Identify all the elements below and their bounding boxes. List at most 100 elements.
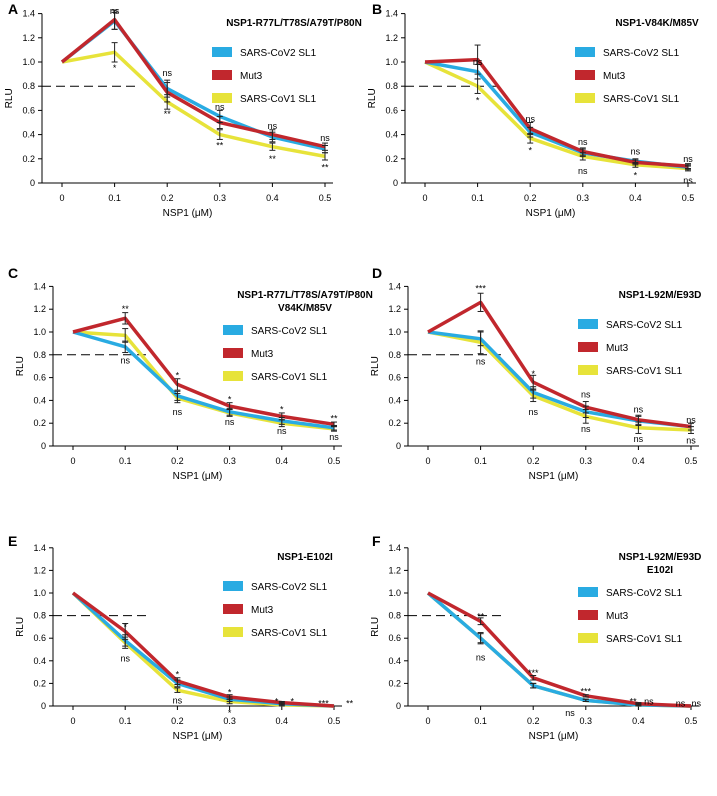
legend-label: SARS-CoV2 SL1 — [240, 48, 317, 59]
x-tick-label: 0.4 — [266, 193, 279, 203]
y-tick-label: 0.8 — [385, 81, 398, 91]
significance-label: * — [528, 145, 532, 155]
significance-label: ** — [630, 696, 638, 706]
series-line-mut3 — [424, 57, 689, 168]
significance-label: * — [280, 405, 284, 415]
panel-letter: E — [8, 533, 17, 549]
x-tick-label: 0.3 — [214, 193, 227, 203]
significance-label: * — [531, 369, 535, 379]
significance-label: ns — [578, 166, 588, 176]
x-tick-label: 0.5 — [328, 456, 341, 466]
panel-letter: A — [8, 1, 18, 17]
chart-panel-e: E 0 0.2 0.4 0.6 0.8 1.0 1.2 1.4 0 0.1 0.2 0.3 0.4 0.5 N… — [8, 533, 354, 742]
significance-label: *** — [581, 686, 592, 696]
significance-label: * — [123, 622, 127, 632]
significance-label: * — [476, 96, 480, 106]
legend-label: SARS-CoV2 SL1 — [606, 320, 683, 331]
panel-letter: F — [372, 533, 381, 549]
y-tick-label: 0 — [30, 178, 35, 188]
panel-letter: C — [8, 265, 18, 281]
legend-swatch — [223, 581, 243, 591]
chart-panel-f: F 0 0.2 0.4 0.6 0.8 1.0 1.2 1.4 0 0.1 0.2 0.3 0.4 0.5 N… — [370, 533, 702, 742]
legend-swatch — [212, 70, 232, 80]
significance-label: *** — [318, 699, 329, 709]
significance-label: ** — [346, 699, 354, 709]
significance-label: ns — [173, 407, 183, 417]
significance-label: ns — [634, 405, 644, 415]
y-tick-label: 0.4 — [388, 656, 401, 666]
chart-panel-d: D 0 0.2 0.4 0.6 0.8 1.0 1.2 1.4 0 0.1 0.2 0.3 0.4 0.5 N… — [370, 265, 701, 482]
x-tick-label: 0.2 — [171, 456, 184, 466]
y-tick-label: 1.4 — [33, 281, 46, 291]
significance-label: * — [228, 394, 232, 404]
y-tick-label: 1.0 — [385, 57, 398, 67]
y-tick-label: 0 — [396, 441, 401, 451]
y-tick-label: 1.4 — [388, 543, 401, 553]
y-tick-label: 0.4 — [33, 656, 46, 666]
y-tick-label: 0.2 — [33, 678, 46, 688]
series-line-sars-cov2-sl1 — [60, 19, 326, 151]
legend-swatch — [212, 47, 232, 57]
x-axis-label: NSP1 (μM) — [529, 731, 579, 742]
significance-label: ns — [120, 654, 130, 664]
significance-label: ** — [321, 162, 329, 172]
legend-swatch — [575, 70, 595, 80]
significance-label: ns — [473, 57, 483, 67]
significance-label: ns — [476, 652, 486, 662]
x-tick-label: 0.3 — [577, 193, 590, 203]
significance-label: ns — [686, 435, 696, 445]
significance-label: ns — [120, 356, 130, 366]
y-tick-label: 1.0 — [33, 588, 46, 598]
panel-title: NSP1-R77L/T78S/A79T/P80N — [226, 18, 362, 29]
significance-label: ns — [578, 137, 588, 147]
significance-label: * — [176, 669, 180, 679]
y-tick-label: 0.2 — [22, 154, 35, 164]
panel-title: NSP1-E102I — [277, 552, 333, 563]
panel-title: NSP1-L92M/E93D — [619, 290, 702, 301]
y-tick-label: 0.6 — [22, 105, 35, 115]
series-line-sars-cov2-sl1 — [426, 591, 692, 708]
y-axis-label: RLU — [15, 617, 26, 637]
legend-swatch — [578, 610, 598, 620]
y-tick-label: 0.2 — [388, 678, 401, 688]
y-tick-label: 0.8 — [388, 611, 401, 621]
significance-label: ** — [269, 154, 277, 164]
legend-swatch — [212, 93, 232, 103]
y-tick-label: 1.4 — [22, 9, 35, 19]
legend-label: SARS-CoV2 SL1 — [603, 48, 680, 59]
legend-swatch — [223, 371, 243, 381]
legend-label: Mut3 — [240, 71, 263, 82]
x-tick-label: 0.4 — [276, 716, 289, 726]
legend-swatch — [578, 633, 598, 643]
x-tick-label: 0 — [425, 456, 430, 466]
y-tick-label: 0.8 — [22, 81, 35, 91]
series-line-sars-cov1-sl1 — [427, 330, 692, 432]
x-tick-label: 0.5 — [685, 456, 698, 466]
series-line-sars-cov2-sl1 — [72, 330, 335, 430]
series-line-mut3 — [427, 300, 692, 429]
significance-label: ns — [215, 102, 225, 112]
y-tick-label: 1.2 — [388, 565, 401, 575]
x-tick-label: 0.5 — [685, 716, 698, 726]
y-tick-label: 1.0 — [388, 327, 401, 337]
legend-label: SARS-CoV2 SL1 — [251, 582, 328, 593]
y-axis-label: RLU — [15, 356, 26, 376]
y-tick-label: 1.2 — [22, 33, 35, 43]
y-tick-label: 0.8 — [33, 350, 46, 360]
x-tick-label: 0.2 — [524, 193, 537, 203]
significance-label: ns — [644, 696, 654, 706]
panel-letter: B — [372, 1, 382, 17]
x-tick-label: 0.3 — [580, 456, 593, 466]
y-tick-label: 1.4 — [388, 281, 401, 291]
series-line-sars-cov2-sl1 — [427, 330, 692, 429]
significance-label: * — [634, 171, 638, 181]
significance-label: ns — [676, 699, 686, 709]
x-tick-label: 0.1 — [474, 456, 487, 466]
panel-title: NSP1-L92M/E93D — [619, 552, 702, 563]
x-tick-label: 0.2 — [527, 456, 540, 466]
panel-title: E102I — [647, 565, 673, 576]
panel-letter: D — [372, 265, 382, 281]
x-tick-label: 0.2 — [171, 716, 184, 726]
chart-panel-a: A 0 0.2 0.4 0.6 0.8 1.0 1.2 1.4 0 0.1 0.2 0.3 0.4 0.5 N… — [4, 1, 362, 219]
